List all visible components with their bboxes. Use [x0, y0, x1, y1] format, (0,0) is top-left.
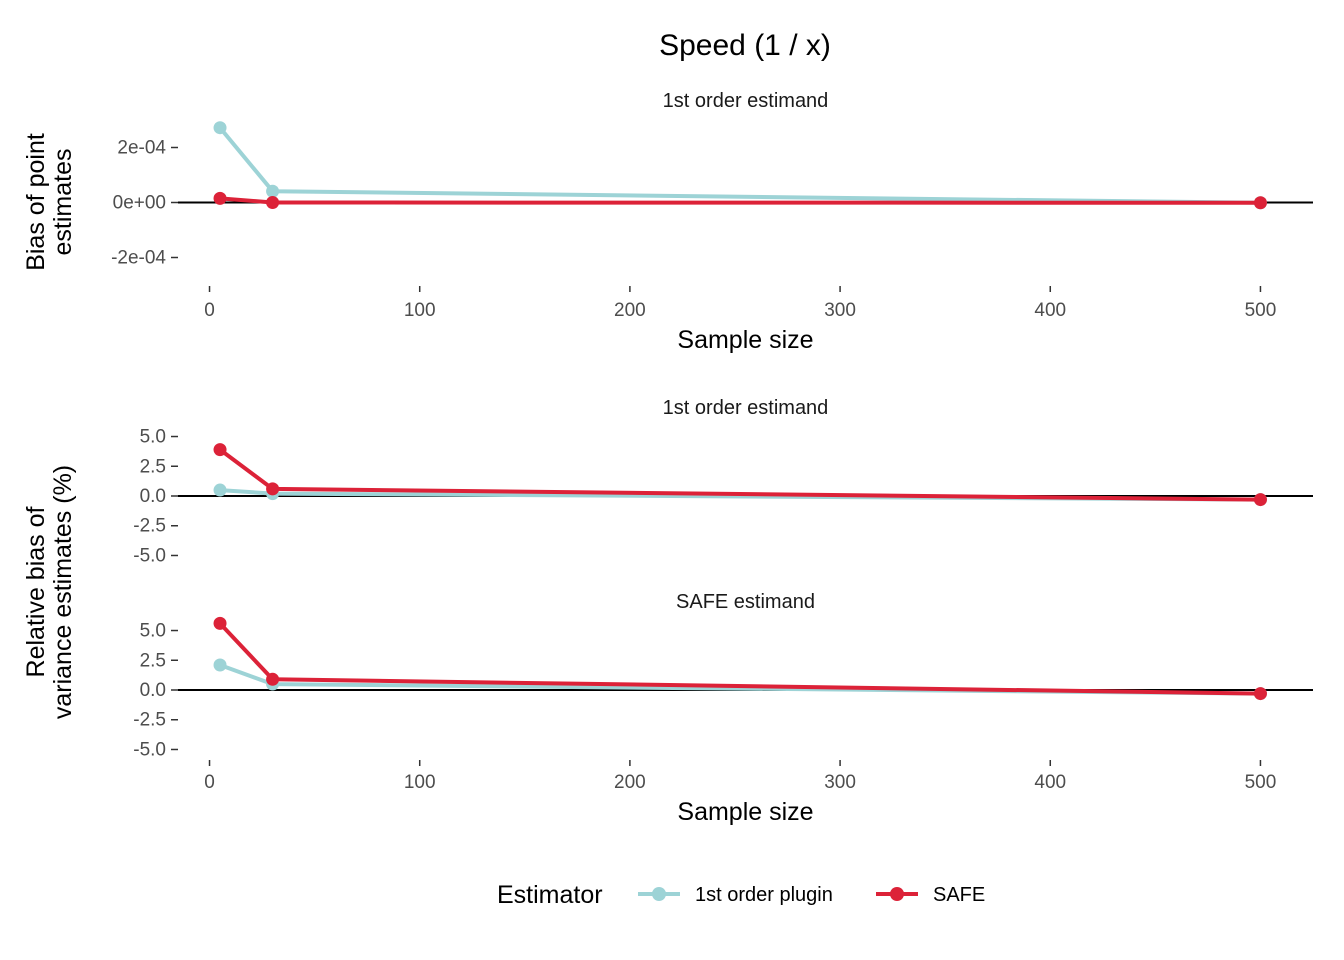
y-axis-title-line: estimates: [49, 149, 77, 256]
data-point-safe: [213, 191, 227, 205]
x-tick-label: 500: [1245, 300, 1277, 321]
strip-label: 1st order estimand: [663, 397, 829, 419]
y-tick-label: 0e+00: [113, 193, 166, 214]
x-tick-label: 200: [614, 300, 646, 321]
series-line-safe: [218, 447, 1263, 502]
legend-dot-safe: [890, 887, 904, 901]
x-tick-label: 0: [204, 300, 215, 321]
legend-label-safe: SAFE: [933, 884, 985, 906]
x-tick-label: 200: [614, 772, 646, 793]
data-point-plugin: [213, 483, 227, 497]
data-point-safe: [1253, 196, 1267, 210]
legend: Estimator 1st order plugin SAFE: [497, 881, 985, 909]
data-point-safe: [266, 196, 280, 209]
panels: 1st order estimand 2e-04 0e+00 -2e-04 0 100 20…: [22, 90, 1313, 826]
y-tick-label: 5.0: [140, 427, 166, 448]
x-tick-label: 400: [1034, 772, 1066, 793]
x-tick-label: 0: [204, 772, 215, 793]
panel-2: 1st order estimand 5.0 2.5 0.0 -2.5 -5.0: [133, 397, 1313, 566]
x-tick-label: 100: [404, 300, 436, 321]
data-point-plugin: [266, 184, 280, 198]
y-tick-label: -5.0: [133, 739, 166, 760]
y-tick-label: 0.0: [140, 486, 166, 507]
data-point-plugin: [213, 121, 227, 135]
data-point-safe: [1253, 493, 1267, 507]
legend-label-plugin: 1st order plugin: [695, 884, 833, 906]
series-line-safe: [218, 621, 1263, 696]
x-tick-label: 500: [1245, 772, 1277, 793]
data-point-safe: [266, 482, 280, 496]
data-point-safe: [1253, 687, 1267, 701]
data-point-safe: [213, 443, 227, 457]
y-tick-label: 2.5: [140, 650, 166, 671]
y-axis-title: Relative bias ofvariance estimates (%): [22, 465, 77, 719]
y-tick-label: 2.5: [140, 456, 166, 477]
legend-dot-plugin: [652, 887, 666, 901]
panel-3: SAFE estimand 5.0 2.5 0.0 -2.5 -5.0 0 100 200 300…: [22, 465, 1313, 826]
y-tick-label: -2.5: [133, 516, 166, 537]
y-tick-label: -2e-04: [111, 248, 166, 269]
x-axis-title: Sample size: [677, 326, 813, 354]
series-line-plugin: [218, 125, 1263, 205]
y-axis-title-line: Bias of point: [22, 133, 50, 271]
y-tick-label: 0.0: [140, 680, 166, 701]
y-axis-title-line: variance estimates (%): [49, 465, 77, 719]
x-axis-title: Sample size: [677, 798, 813, 826]
x-tick-label: 100: [404, 772, 436, 793]
y-axis-title-line: Relative bias of: [22, 506, 50, 677]
y-tick-label: 5.0: [140, 621, 166, 642]
x-tick-label: 300: [824, 300, 856, 321]
chart-title: Speed (1 / x): [659, 29, 831, 62]
data-point-safe: [266, 672, 280, 686]
panel-1: 1st order estimand 2e-04 0e+00 -2e-04 0 100 20…: [22, 90, 1313, 354]
y-tick-label: 2e-04: [117, 138, 166, 159]
strip-label: SAFE estimand: [676, 591, 815, 613]
data-point-safe: [213, 616, 227, 630]
strip-label: 1st order estimand: [663, 90, 829, 112]
data-point-plugin: [213, 658, 227, 672]
y-axis-title: Bias of pointestimates: [22, 133, 77, 271]
x-tick-label: 400: [1034, 300, 1066, 321]
y-tick-label: -2.5: [133, 710, 166, 731]
legend-title: Estimator: [497, 881, 603, 909]
x-tick-label: 300: [824, 772, 856, 793]
y-tick-label: -5.0: [133, 545, 166, 566]
